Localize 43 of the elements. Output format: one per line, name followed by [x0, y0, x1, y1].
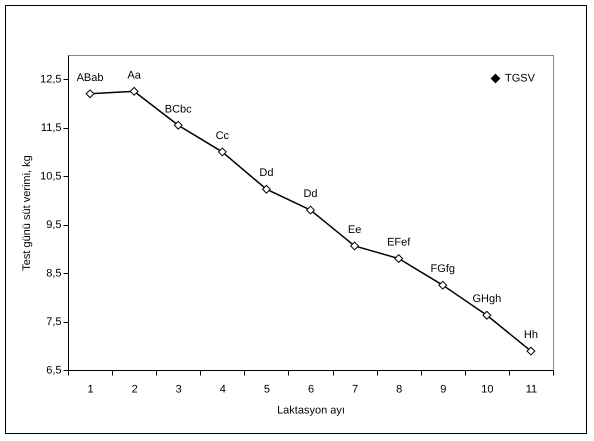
point	[262, 184, 271, 194]
x-tick-label: 7	[352, 384, 358, 396]
x-tick-label: 9	[440, 384, 446, 396]
x-tick-label: 1	[87, 384, 94, 396]
annotation: Ee	[348, 224, 362, 236]
point	[438, 280, 448, 290]
annotation: Cc	[216, 130, 230, 142]
y-tick-label: 9,5	[46, 219, 62, 232]
y-axis-title: Test günü süt verimi, kg	[21, 155, 34, 271]
x-tick-label: 4	[220, 384, 226, 396]
x-tick-label: 10	[481, 384, 494, 396]
point	[482, 310, 492, 320]
point	[306, 206, 315, 214]
y-tick-label: 7,5	[46, 316, 62, 328]
annotation: Dd	[303, 188, 318, 200]
annotation: Hh	[524, 329, 538, 342]
x-tick-label: 2	[132, 384, 138, 396]
x-tick-label: 6	[308, 384, 314, 396]
annotation: Aa	[127, 69, 142, 82]
annotation: BCbc	[164, 103, 192, 116]
point	[130, 86, 139, 96]
point	[526, 346, 536, 356]
y-tick-label: 10,5	[40, 170, 62, 183]
x-tick-label: 3	[176, 384, 182, 396]
y-tick-label: 8,5	[46, 268, 62, 280]
x-tick-label: 11	[526, 384, 538, 396]
legend-label: TGSV	[505, 72, 536, 84]
point	[394, 254, 404, 263]
y-tick-label: 12,5	[40, 74, 62, 86]
x-tick-label: 5	[264, 384, 270, 396]
x-tick-label: 8	[396, 384, 402, 396]
annotation: EFef	[387, 236, 412, 249]
y-tick-label: 11,5	[40, 122, 62, 134]
point	[86, 89, 94, 98]
annotation: Dd	[259, 167, 274, 180]
point	[174, 120, 183, 130]
y-tick-label: 6,5	[46, 364, 62, 376]
point	[350, 242, 359, 250]
x-axis-title: Laktasyon ayı	[277, 404, 345, 416]
annotation: ABab	[76, 72, 104, 84]
point	[218, 148, 227, 156]
annotation: GHgh	[472, 293, 502, 306]
annotation: FGfg	[430, 263, 455, 276]
